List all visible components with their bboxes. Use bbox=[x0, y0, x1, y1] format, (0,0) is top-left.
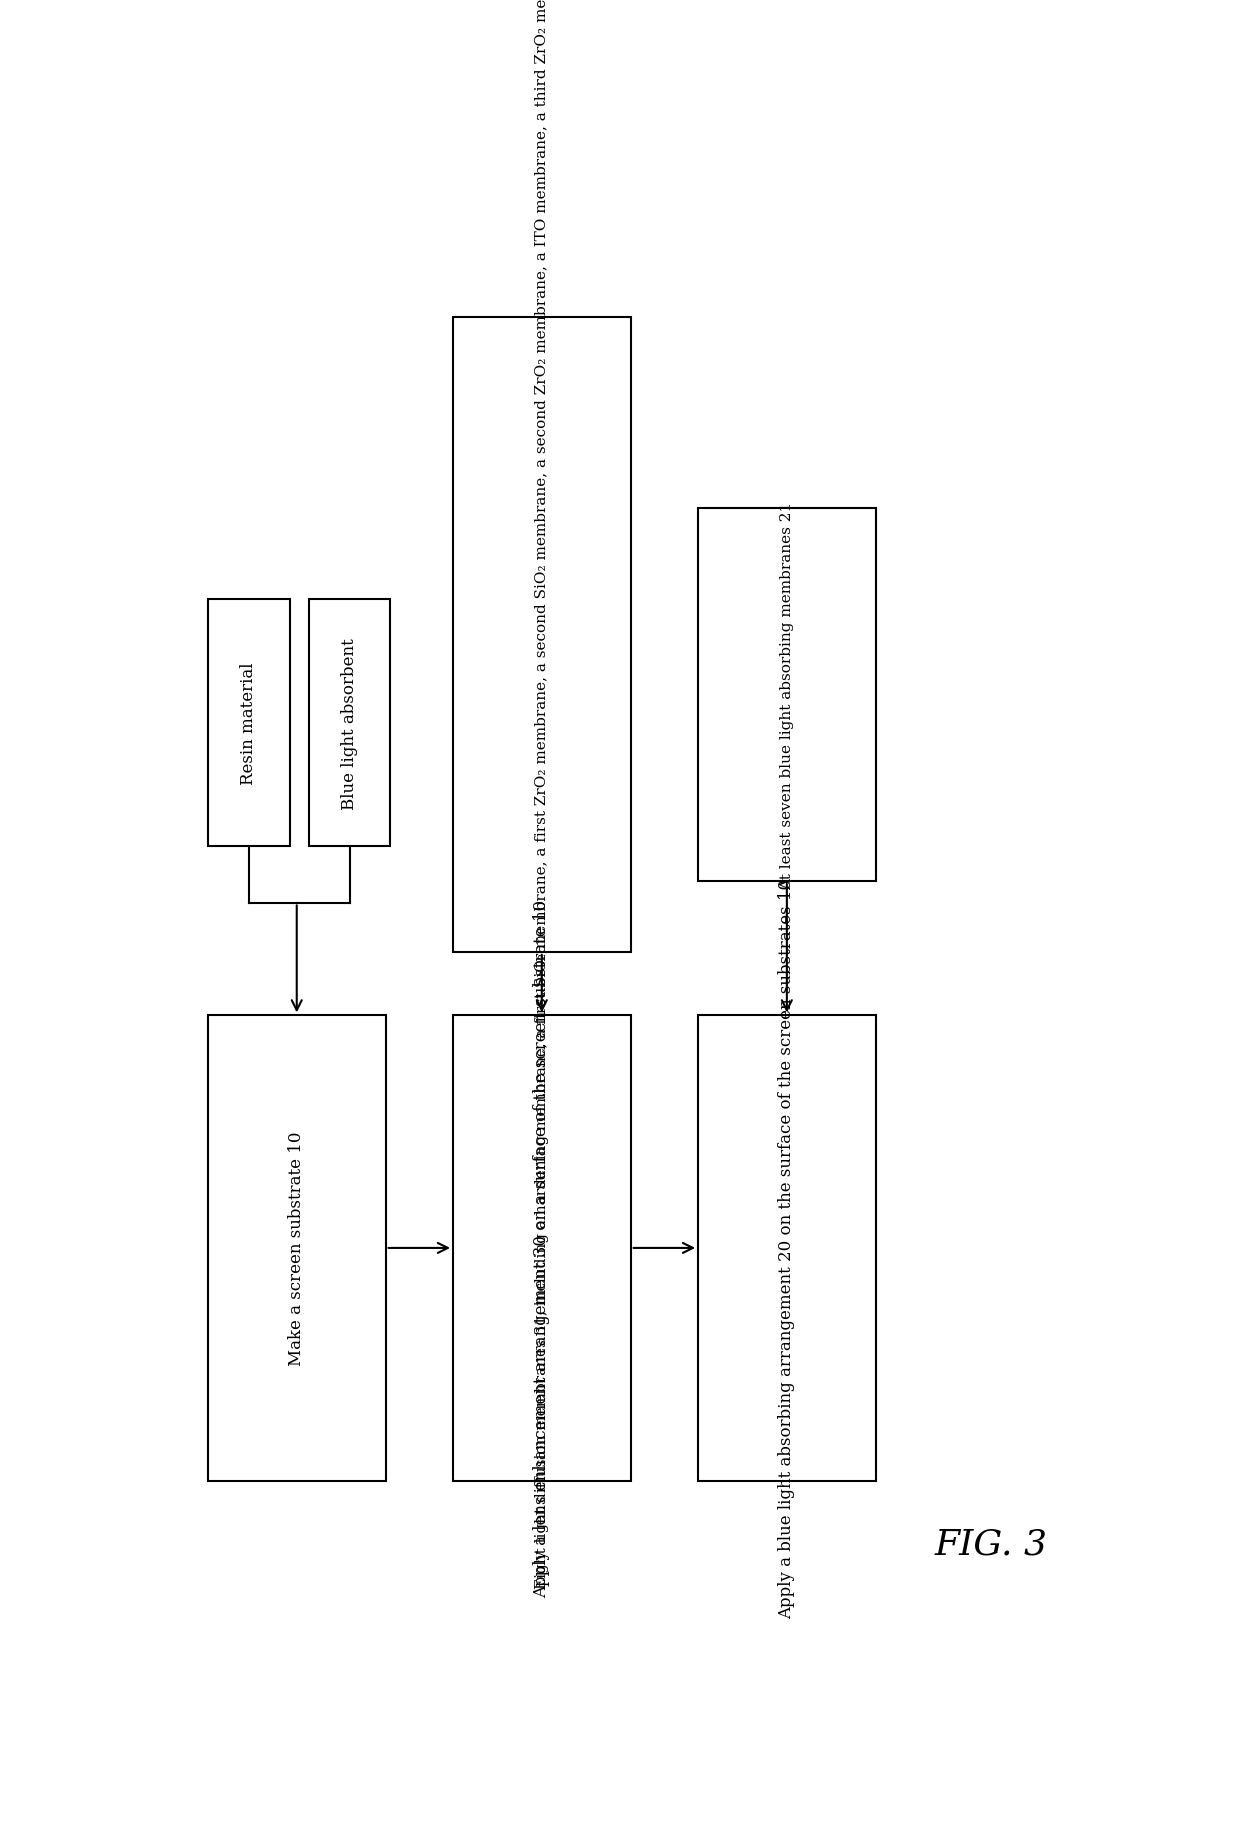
Bar bbox=[208, 1016, 386, 1480]
Text: Blue light absorbent: Blue light absorbent bbox=[341, 637, 358, 809]
Bar bbox=[698, 1016, 875, 1480]
Text: Apply a lens enhancement arrangement 30 on a surface of the screen substrate 10: Apply a lens enhancement arrangement 30 … bbox=[533, 899, 551, 1598]
Bar bbox=[309, 600, 391, 847]
Bar bbox=[453, 1016, 631, 1480]
Bar bbox=[453, 318, 631, 952]
Text: Make a screen substrate 10: Make a screen substrate 10 bbox=[288, 1131, 305, 1365]
Text: Apply a blue light absorbing arrangement 20 on the surface of the screen substra: Apply a blue light absorbing arrangement… bbox=[779, 878, 795, 1618]
Text: Resin material: Resin material bbox=[241, 662, 257, 785]
Text: FIG. 3: FIG. 3 bbox=[935, 1528, 1048, 1561]
Text: At least seven blue light absorbing membranes 21: At least seven blue light absorbing memb… bbox=[780, 501, 794, 889]
Text: Eight light diffusion membranes 31, including a hardening membrane, a first SiO₂: Eight light diffusion membranes 31, incl… bbox=[534, 0, 549, 1588]
Bar bbox=[208, 600, 290, 847]
Bar bbox=[698, 509, 875, 882]
